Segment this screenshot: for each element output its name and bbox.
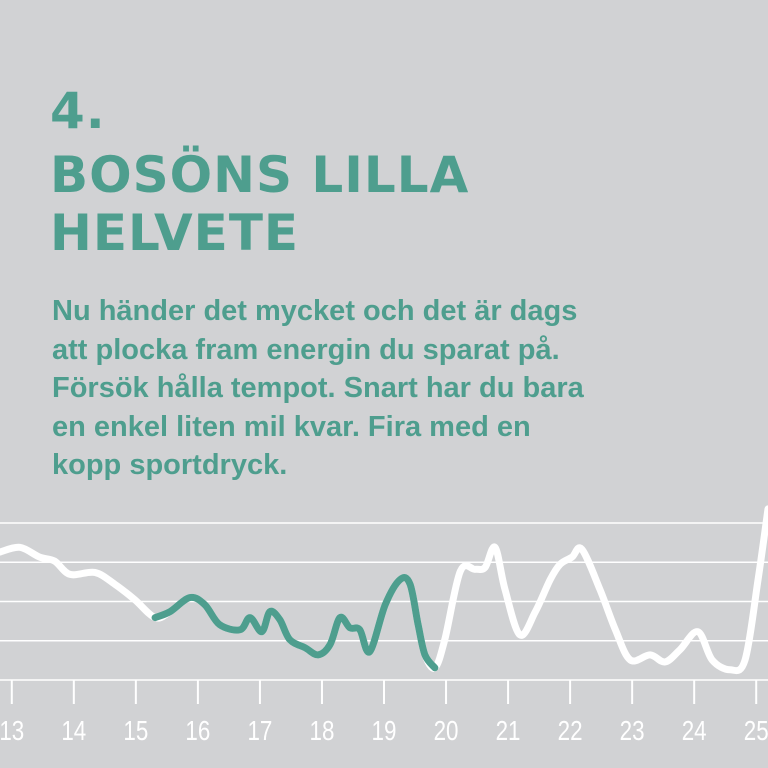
body-line: Försök hålla tempot. Snart har du bara xyxy=(52,372,584,404)
body-line: Nu händer det mycket och det är dags xyxy=(52,295,578,327)
x-tick-label: 23 xyxy=(620,716,645,747)
x-tick-label: 22 xyxy=(558,716,583,747)
x-tick-label: 13 xyxy=(0,716,24,747)
body-line: en enkel liten mil kvar. Fira med en xyxy=(52,410,531,443)
body-line: att plocka fram energin du sparat på. xyxy=(52,333,560,366)
section-number: 4. xyxy=(50,82,106,140)
title-line: BOSÖNS LILLA xyxy=(50,146,470,204)
x-tick-label: 19 xyxy=(372,716,397,747)
x-tick-label: 18 xyxy=(310,716,335,747)
x-tick-label: 20 xyxy=(434,716,459,747)
highlight-line xyxy=(151,574,439,672)
x-tick-label: 25 xyxy=(744,716,768,747)
profile-line xyxy=(0,505,768,675)
x-tick-label: 24 xyxy=(682,716,707,747)
x-tick-label: 15 xyxy=(123,716,148,747)
x-tick-label: 14 xyxy=(61,716,86,747)
body-line: kopp sportdryck. xyxy=(52,449,288,481)
body-text: Nu händer det mycket och det är dags att … xyxy=(52,292,584,485)
x-tick-label: 16 xyxy=(185,716,210,747)
x-tick-label: 17 xyxy=(247,716,272,747)
x-tick-label: 21 xyxy=(496,716,521,747)
title-line: HELVETE xyxy=(50,204,300,262)
